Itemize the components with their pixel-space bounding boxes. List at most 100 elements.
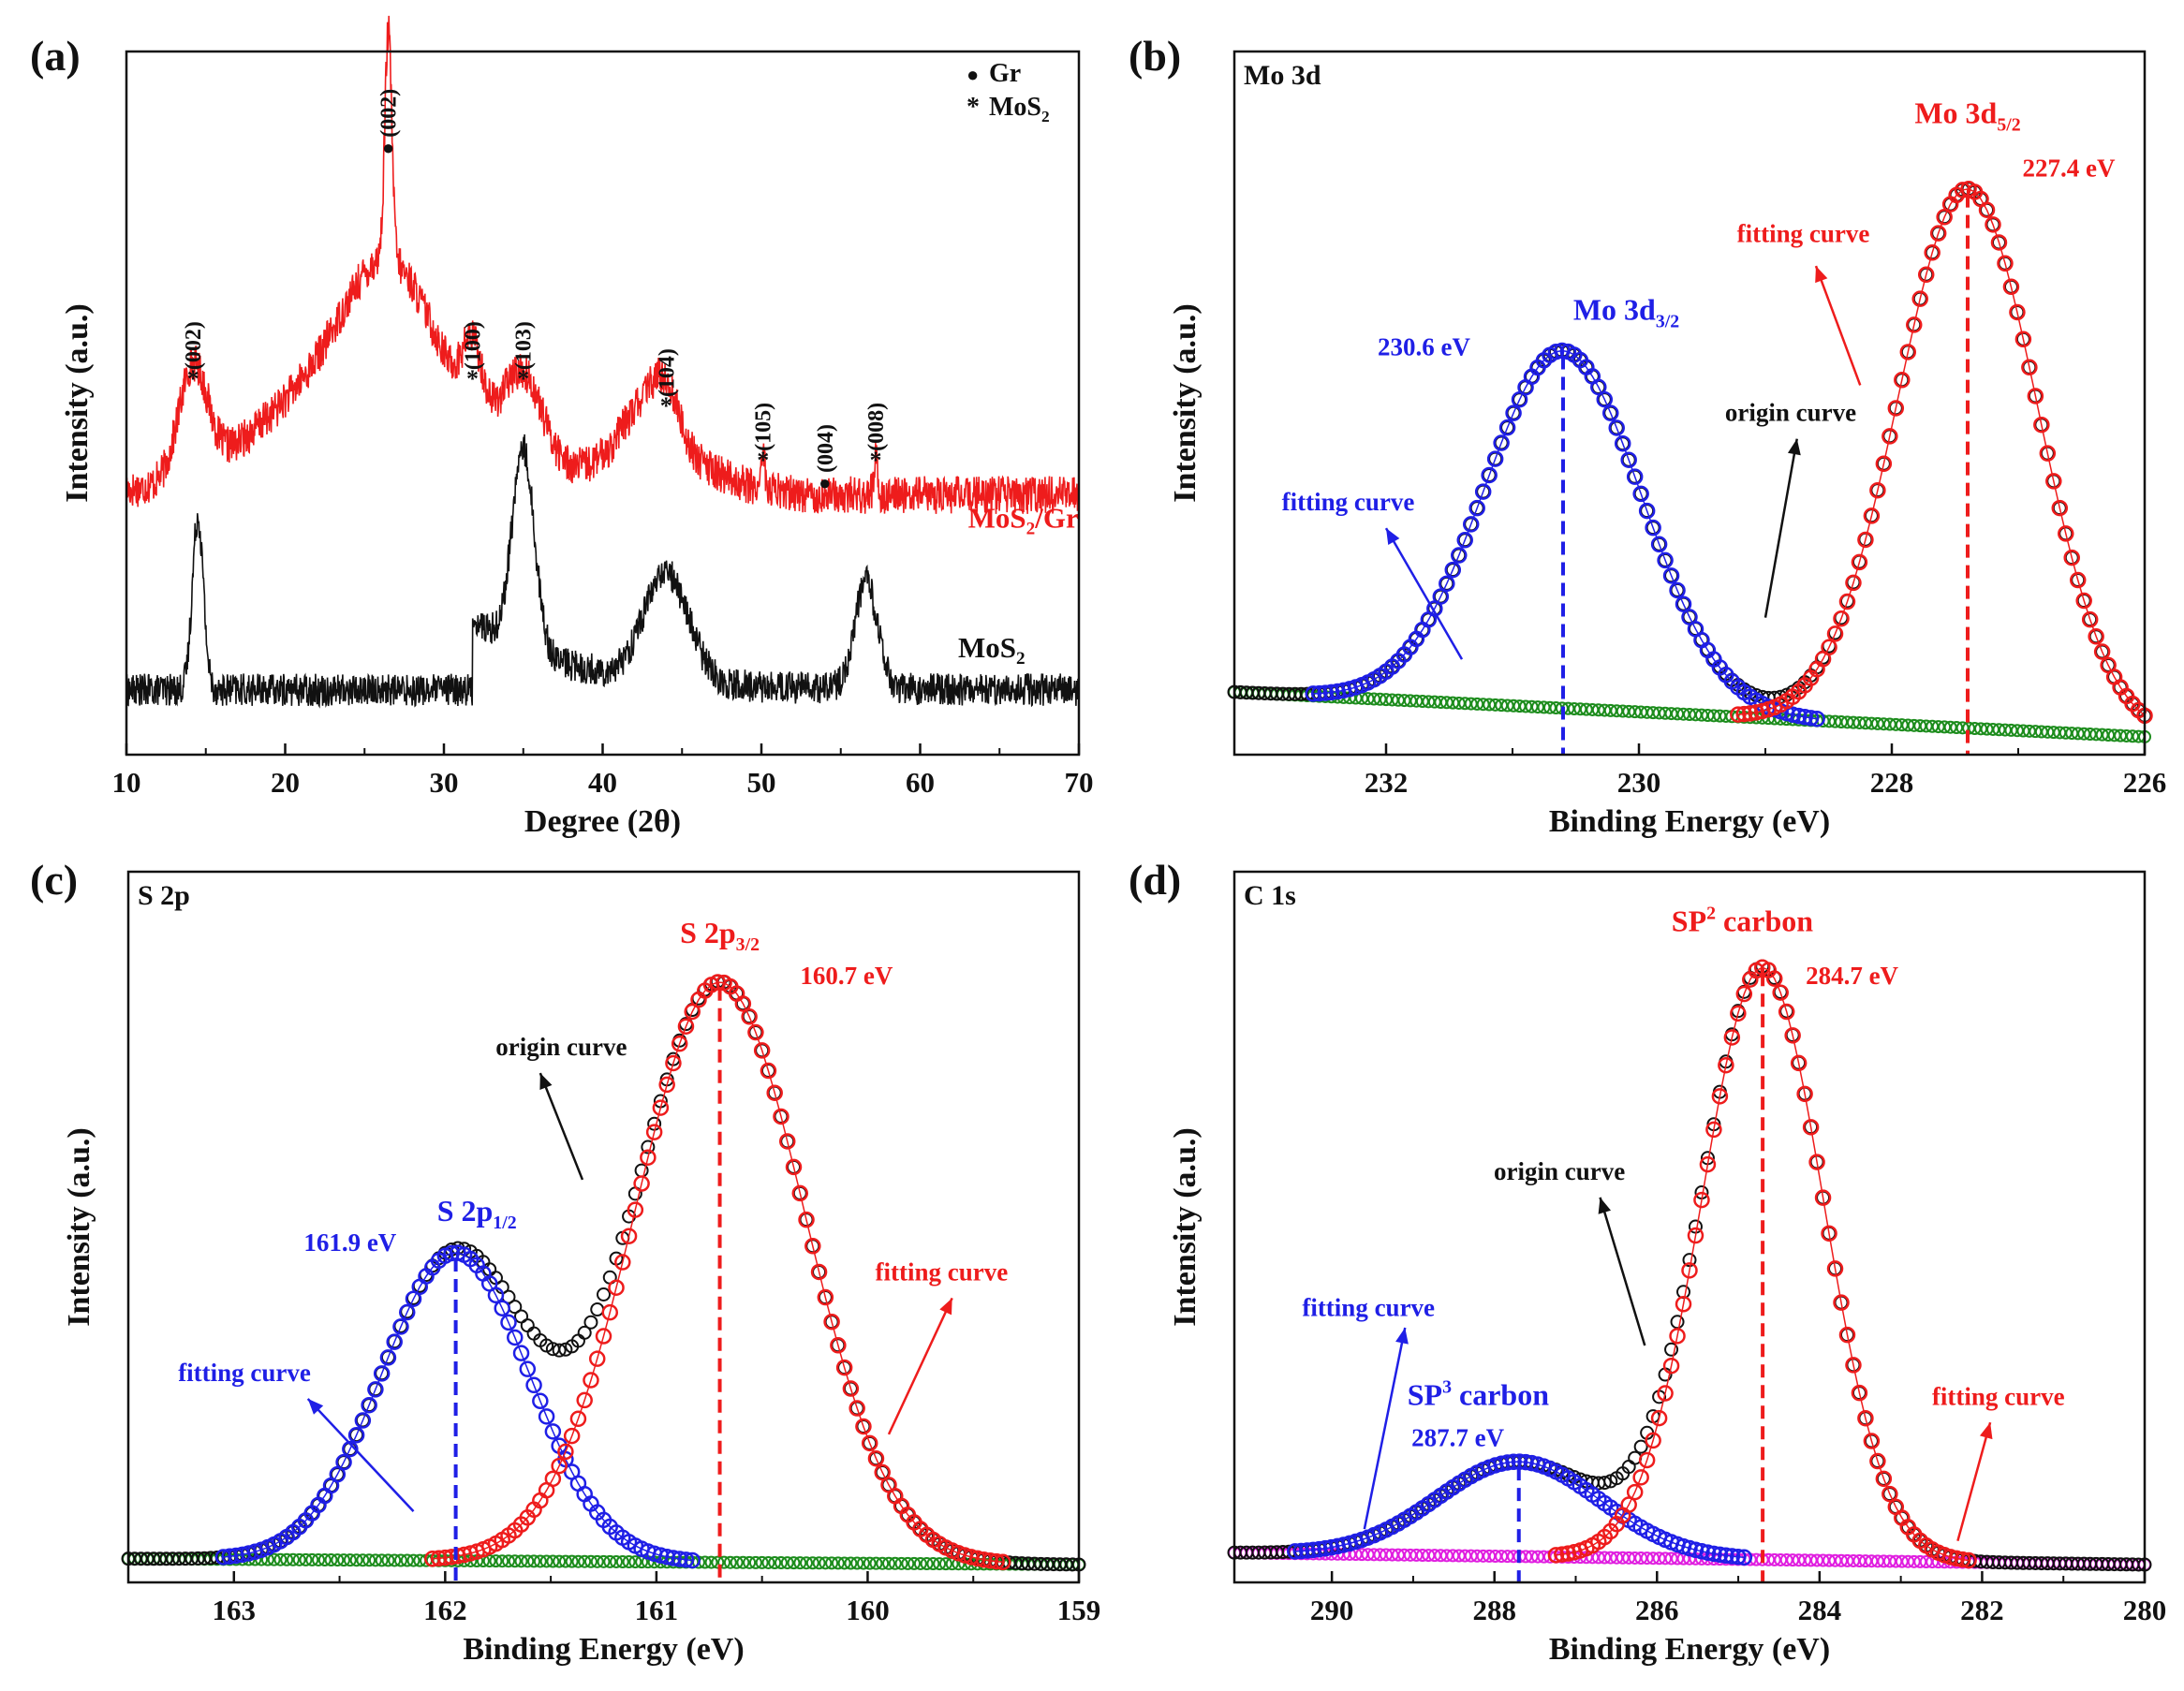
background-point — [337, 1553, 351, 1567]
panel-label: (a) — [30, 32, 81, 80]
x-tick-label: 232 — [1365, 766, 1409, 799]
fit-point — [684, 1551, 701, 1569]
background-point — [825, 1556, 839, 1570]
fit-point — [335, 1453, 352, 1471]
fit-point — [1329, 1537, 1346, 1555]
fit-point — [1765, 970, 1783, 987]
annotation-arrow-line — [1384, 527, 1464, 660]
fit-point — [620, 1228, 638, 1244]
fit-point — [804, 1238, 821, 1255]
legend-label: Gr — [989, 59, 1021, 88]
background-point — [856, 1556, 870, 1570]
fit-point — [1941, 1549, 1959, 1566]
background-point — [349, 1553, 363, 1567]
fit-point — [1814, 1189, 1832, 1206]
fit-point — [1796, 709, 1813, 726]
background-point — [901, 1556, 915, 1570]
annotation-arrow-line — [1363, 1327, 1407, 1530]
fit-point — [1985, 216, 2001, 233]
fit-line — [432, 981, 1003, 1564]
fit-point — [2014, 331, 2032, 348]
fit-point — [1486, 450, 1504, 467]
background-point — [267, 1552, 281, 1566]
background-point — [362, 1553, 376, 1567]
fit-point — [1645, 519, 1661, 537]
fit-point — [2033, 416, 2050, 434]
fit-point — [1742, 705, 1759, 722]
fit-point — [645, 1124, 663, 1140]
fit-point — [1669, 1328, 1686, 1345]
x-axis-label: Degree (2θ) — [524, 804, 681, 839]
x-tick-label: 226 — [2123, 766, 2167, 799]
panel-a-xrd: *(002)●(002)*(100)*(103)*(104)*(105)●(00… — [30, 15, 1094, 839]
fit-point — [1620, 451, 1637, 468]
legend-marker: ● — [967, 63, 979, 86]
x-axis-label: Binding Energy (eV) — [1549, 1632, 1830, 1667]
fit-point — [1718, 1547, 1734, 1565]
curve-label: fitting curve — [1737, 220, 1870, 248]
background-point — [273, 1552, 288, 1566]
fit-point — [1802, 710, 1820, 727]
background-point — [583, 1554, 598, 1568]
fit-point — [544, 1423, 562, 1440]
fit-point — [1863, 507, 1881, 524]
fit-point — [734, 995, 752, 1012]
fit-point — [342, 1440, 359, 1458]
background-point — [610, 1554, 624, 1568]
fit-point — [1948, 1550, 1965, 1567]
annotation-arrow-head — [1395, 1328, 1409, 1345]
curve-label: fitting curve — [178, 1359, 311, 1387]
fit-point — [842, 1380, 860, 1397]
fit-point — [861, 1434, 878, 1452]
peak-hkl-label: (100) — [462, 321, 486, 370]
fit-point — [1833, 1294, 1850, 1311]
x-tick-label: 280 — [2123, 1594, 2167, 1626]
fit-point — [1899, 344, 1917, 360]
background-point — [286, 1552, 300, 1566]
fit-point — [1711, 1546, 1729, 1564]
fit-point — [1687, 1541, 1704, 1559]
fit-point — [1730, 1548, 1747, 1566]
binding-energy-label: 284.7 eV — [1806, 962, 1898, 990]
origin-point — [552, 1343, 567, 1358]
fit-point — [525, 1376, 542, 1394]
plot-frame — [1232, 870, 2147, 1584]
fit-point — [214, 1549, 232, 1566]
background-point — [730, 1555, 744, 1569]
curve-label: origin curve — [495, 1033, 627, 1061]
x-tick-label: 30 — [430, 766, 459, 799]
background-point — [375, 1553, 389, 1567]
background-point — [603, 1554, 617, 1568]
fit-point — [823, 1313, 840, 1331]
fit-point — [1493, 434, 1510, 451]
binding-energy-label: 161.9 eV — [303, 1228, 396, 1257]
fit-point — [867, 1449, 885, 1467]
fit-point — [2039, 445, 2057, 462]
fit-point — [1439, 575, 1455, 593]
annotation-arrow-line — [1763, 438, 1798, 618]
y-axis-label: Intensity (a.u.) — [62, 1127, 96, 1327]
background-point — [305, 1552, 319, 1566]
fit-point — [595, 1328, 612, 1345]
x-tick-label: 159 — [1057, 1594, 1101, 1626]
origin-point — [583, 1315, 598, 1330]
fit-point — [1657, 551, 1674, 569]
fit-point — [1650, 536, 1668, 553]
fit-point — [1875, 455, 1893, 473]
fit-point — [1881, 428, 1898, 445]
annotation-arrow-head — [1598, 1197, 1612, 1214]
curve-label: fitting curve — [1932, 1382, 2065, 1410]
fit-point — [671, 1551, 688, 1567]
peak-hkl-label: (104) — [655, 348, 679, 397]
background-point — [312, 1552, 325, 1566]
x-tick-label: 70 — [1065, 766, 1094, 799]
fit-point — [1735, 985, 1753, 1003]
origin-point — [1633, 1439, 1648, 1454]
fit-point — [1498, 419, 1516, 436]
fit-point — [988, 1552, 1005, 1570]
background-point — [393, 1553, 407, 1567]
background-point — [882, 1556, 895, 1570]
fit-point — [1911, 290, 1928, 307]
origin-point — [520, 1318, 535, 1333]
fit-point — [1869, 1452, 1886, 1470]
